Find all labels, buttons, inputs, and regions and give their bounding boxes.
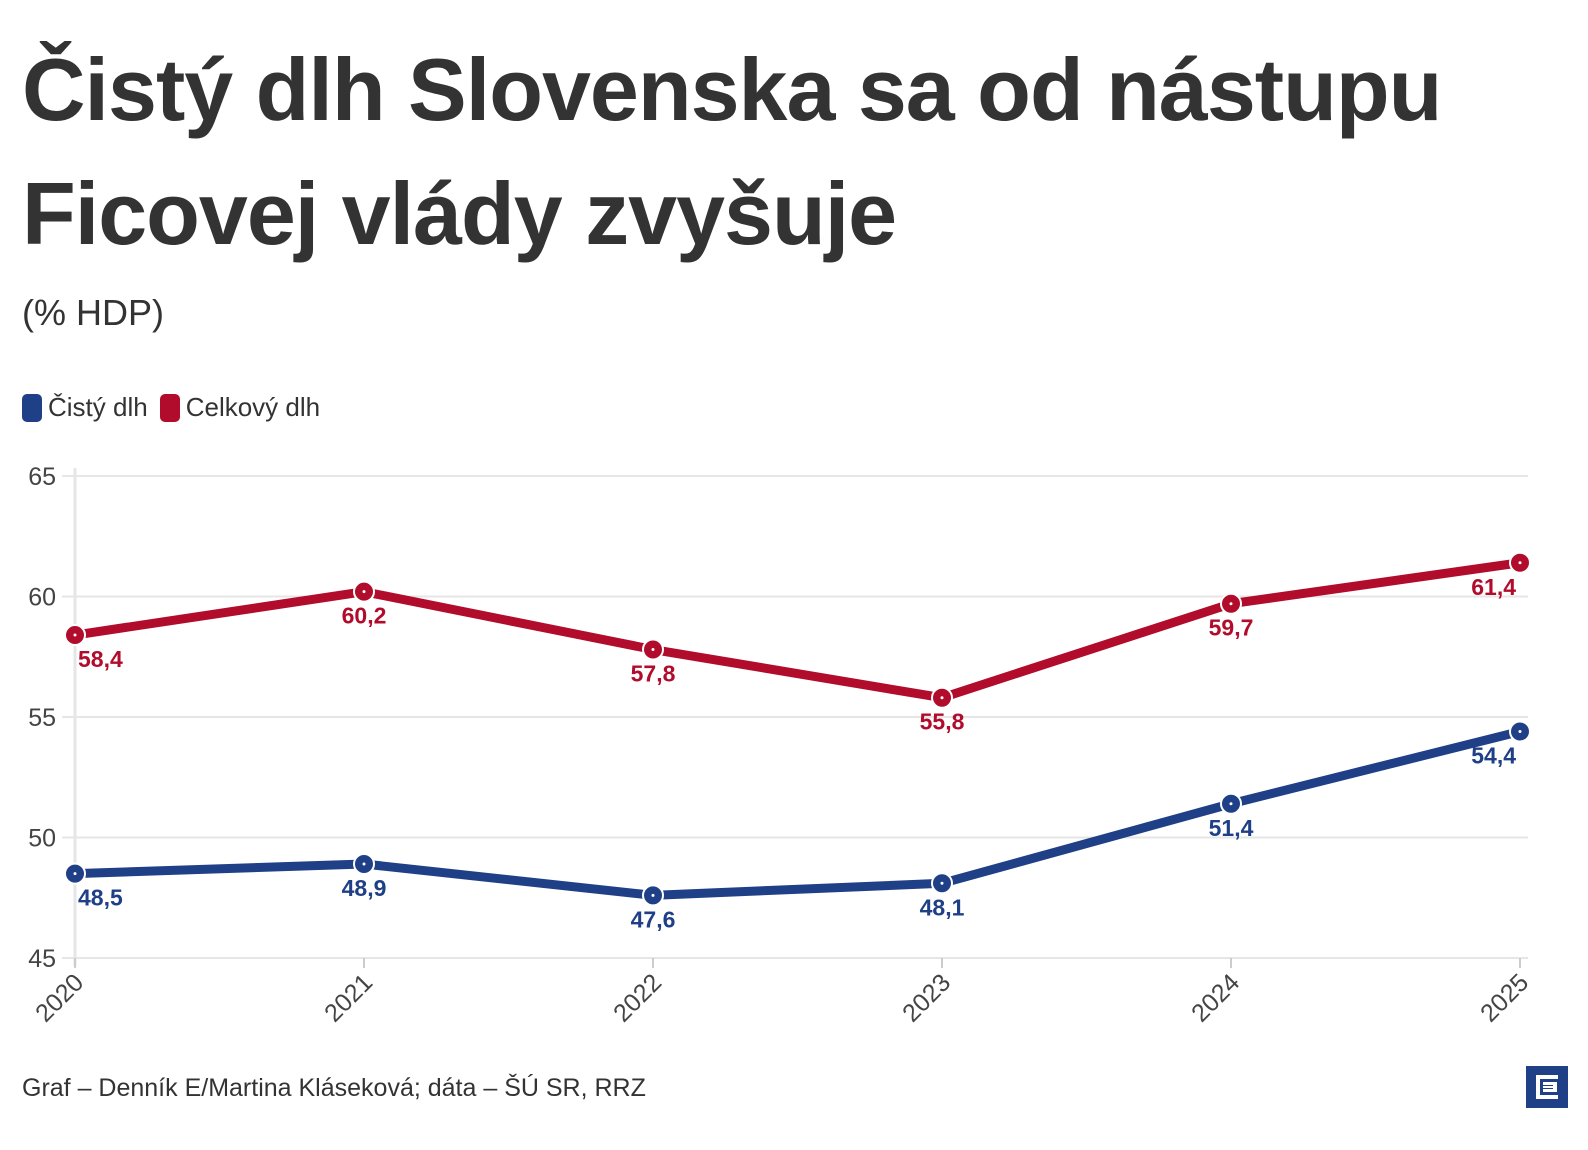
y-tick-label: 60 (28, 584, 56, 612)
data-label: 58,4 (78, 646, 123, 672)
data-label: 48,1 (920, 894, 965, 920)
data-point-center (1518, 729, 1522, 733)
series-line-cisty-dlh (74, 727, 1522, 900)
data-label: 60,2 (342, 603, 387, 629)
legend-item-cisty-dlh[interactable]: Čistý dlh (22, 392, 148, 423)
source-note: Graf – Denník E/Martina Kláseková; dáta … (22, 1074, 646, 1102)
data-label: 57,8 (631, 661, 676, 687)
data-label: 48,5 (78, 885, 123, 911)
data-label: 59,7 (1209, 615, 1254, 641)
data-label: 48,9 (342, 875, 387, 901)
data-point-center (651, 648, 655, 652)
series-line-celkovy-dlh (74, 558, 1521, 703)
x-tick-label: 2024 (1186, 968, 1245, 1027)
legend-swatch (22, 393, 42, 422)
data-point-center (1229, 802, 1233, 806)
data-label: 61,4 (1471, 574, 1516, 600)
legend-swatch (159, 393, 180, 422)
legend: Čistý dlh Celkový dlh (22, 392, 332, 423)
chart-subtitle: (% HDP) (22, 292, 164, 333)
legend-item-celkovy-dlh[interactable]: Celkový dlh (159, 392, 321, 423)
legend-label: Celkový dlh (185, 392, 321, 422)
data-point-center (73, 872, 77, 876)
x-tick-label: 2021 (319, 968, 378, 1027)
data-point-center (362, 862, 366, 866)
data-label: 54,4 (1471, 742, 1516, 768)
data-point-center (651, 893, 655, 897)
chart-title: Čistý dlh Slovenska sa od nástupu Ficove… (22, 40, 1442, 263)
x-tick-label: 2020 (30, 968, 89, 1027)
x-tick-label: 2023 (897, 968, 956, 1027)
data-label: 55,8 (920, 709, 965, 735)
data-point-center (940, 696, 944, 700)
line-chart: 45 50 55 60 65 2020 2021 2022 2023 2024 2025 48,5 48… (28, 463, 1534, 1028)
data-point-center (1518, 561, 1522, 565)
data-label: 47,6 (631, 906, 676, 932)
x-tick-label: 2022 (608, 968, 667, 1027)
data-label: 51,4 (1209, 815, 1254, 841)
y-tick-label: 50 (28, 825, 56, 853)
logo-e-icon (1536, 1075, 1558, 1099)
data-point-center (73, 633, 77, 637)
data-point-center (362, 590, 366, 594)
y-tick-label: 65 (28, 463, 56, 491)
denník-e-logo (1526, 1066, 1568, 1108)
data-point-center (1229, 602, 1233, 606)
data-point-center (940, 881, 944, 885)
y-tick-label: 55 (28, 704, 56, 732)
legend-label: Čistý dlh (48, 392, 148, 422)
y-tick-label: 45 (28, 945, 56, 973)
x-tick-label: 2025 (1475, 968, 1534, 1027)
